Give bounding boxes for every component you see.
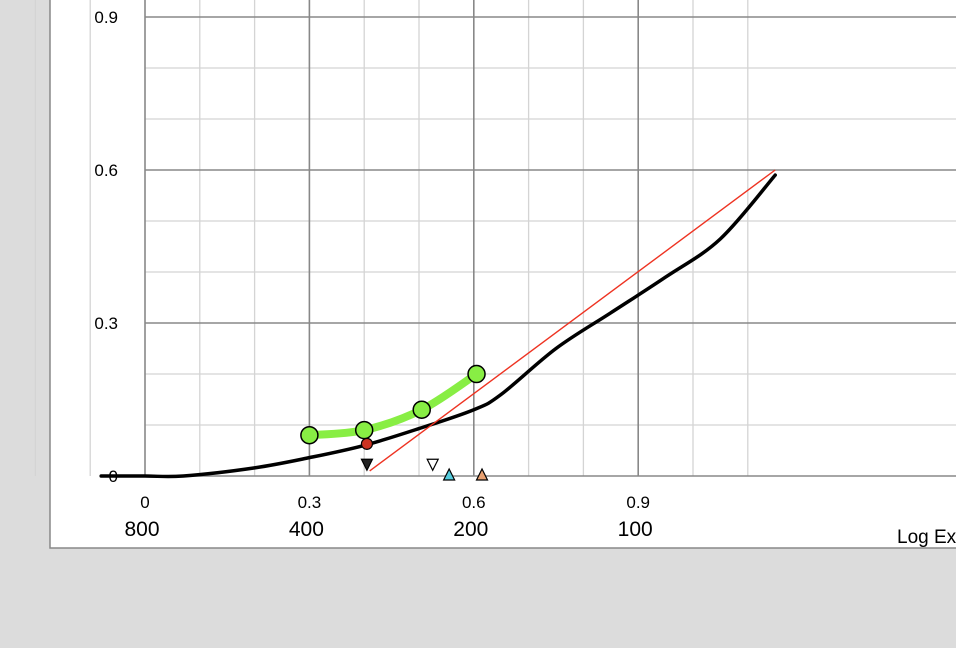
- marker-circle: [360, 437, 374, 450]
- data-point-green: [354, 420, 374, 440]
- x-tick-label: 0.9: [626, 493, 650, 512]
- y-tick-label: 0.9: [94, 8, 118, 27]
- minor-grid: [34, 0, 956, 476]
- y-tick-label: 0.3: [94, 314, 118, 333]
- major-grid: [144, 0, 956, 477]
- x-tick-label-secondary: 100: [618, 518, 653, 541]
- marker-triangle-up: [442, 467, 456, 481]
- marker-triangle-down: [360, 458, 374, 472]
- series-line-black: [99, 173, 777, 479]
- x-tick-label-secondary: 400: [289, 518, 324, 541]
- x-axis-label: Log Ex: [897, 527, 956, 548]
- y-tick-label: 0: [109, 467, 118, 486]
- series-layer: [99, 169, 777, 479]
- series-line-red: [369, 169, 776, 472]
- x-tick-label: 0.3: [298, 493, 322, 512]
- x-tick-label: 0: [140, 493, 149, 512]
- x-tick-label: 0.6: [462, 493, 486, 512]
- data-point-green: [467, 364, 486, 384]
- marker-triangle-up: [475, 467, 489, 481]
- x-tick-label-secondary: 800: [124, 518, 159, 541]
- data-point-green: [412, 400, 431, 419]
- marker-triangle-down: [426, 458, 440, 472]
- series-line-green: [305, 370, 481, 440]
- x-tick-label-secondary: 200: [453, 518, 488, 541]
- data-point-green: [300, 425, 319, 445]
- marker-layer: [360, 437, 489, 481]
- chart-panel: [49, 0, 956, 549]
- y-tick-label: 0.6: [94, 161, 118, 180]
